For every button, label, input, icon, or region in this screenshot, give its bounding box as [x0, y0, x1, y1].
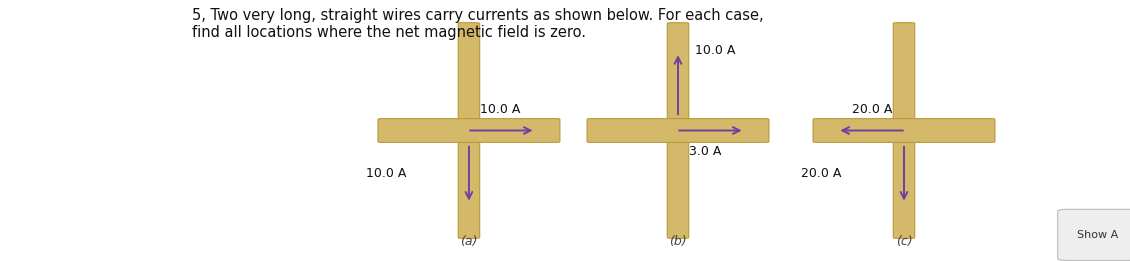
FancyBboxPatch shape — [894, 23, 915, 238]
Text: (c): (c) — [896, 235, 912, 248]
Text: 20.0 A: 20.0 A — [801, 167, 842, 180]
FancyBboxPatch shape — [814, 119, 996, 143]
Text: 10.0 A: 10.0 A — [366, 167, 407, 180]
FancyBboxPatch shape — [588, 119, 768, 143]
Text: 3.0 A: 3.0 A — [689, 145, 722, 158]
FancyBboxPatch shape — [1058, 209, 1130, 260]
FancyBboxPatch shape — [377, 119, 559, 143]
Text: 20.0 A: 20.0 A — [852, 103, 893, 116]
Text: (a): (a) — [460, 235, 478, 248]
FancyBboxPatch shape — [459, 23, 479, 238]
Text: 10.0 A: 10.0 A — [695, 44, 736, 57]
Text: 10.0 A: 10.0 A — [480, 103, 521, 116]
Text: 5, Two very long, straight wires carry currents as shown below. For each case,
f: 5, Two very long, straight wires carry c… — [192, 8, 764, 40]
Text: Show A: Show A — [1077, 230, 1118, 240]
Text: (b): (b) — [669, 235, 687, 248]
FancyBboxPatch shape — [667, 23, 689, 238]
